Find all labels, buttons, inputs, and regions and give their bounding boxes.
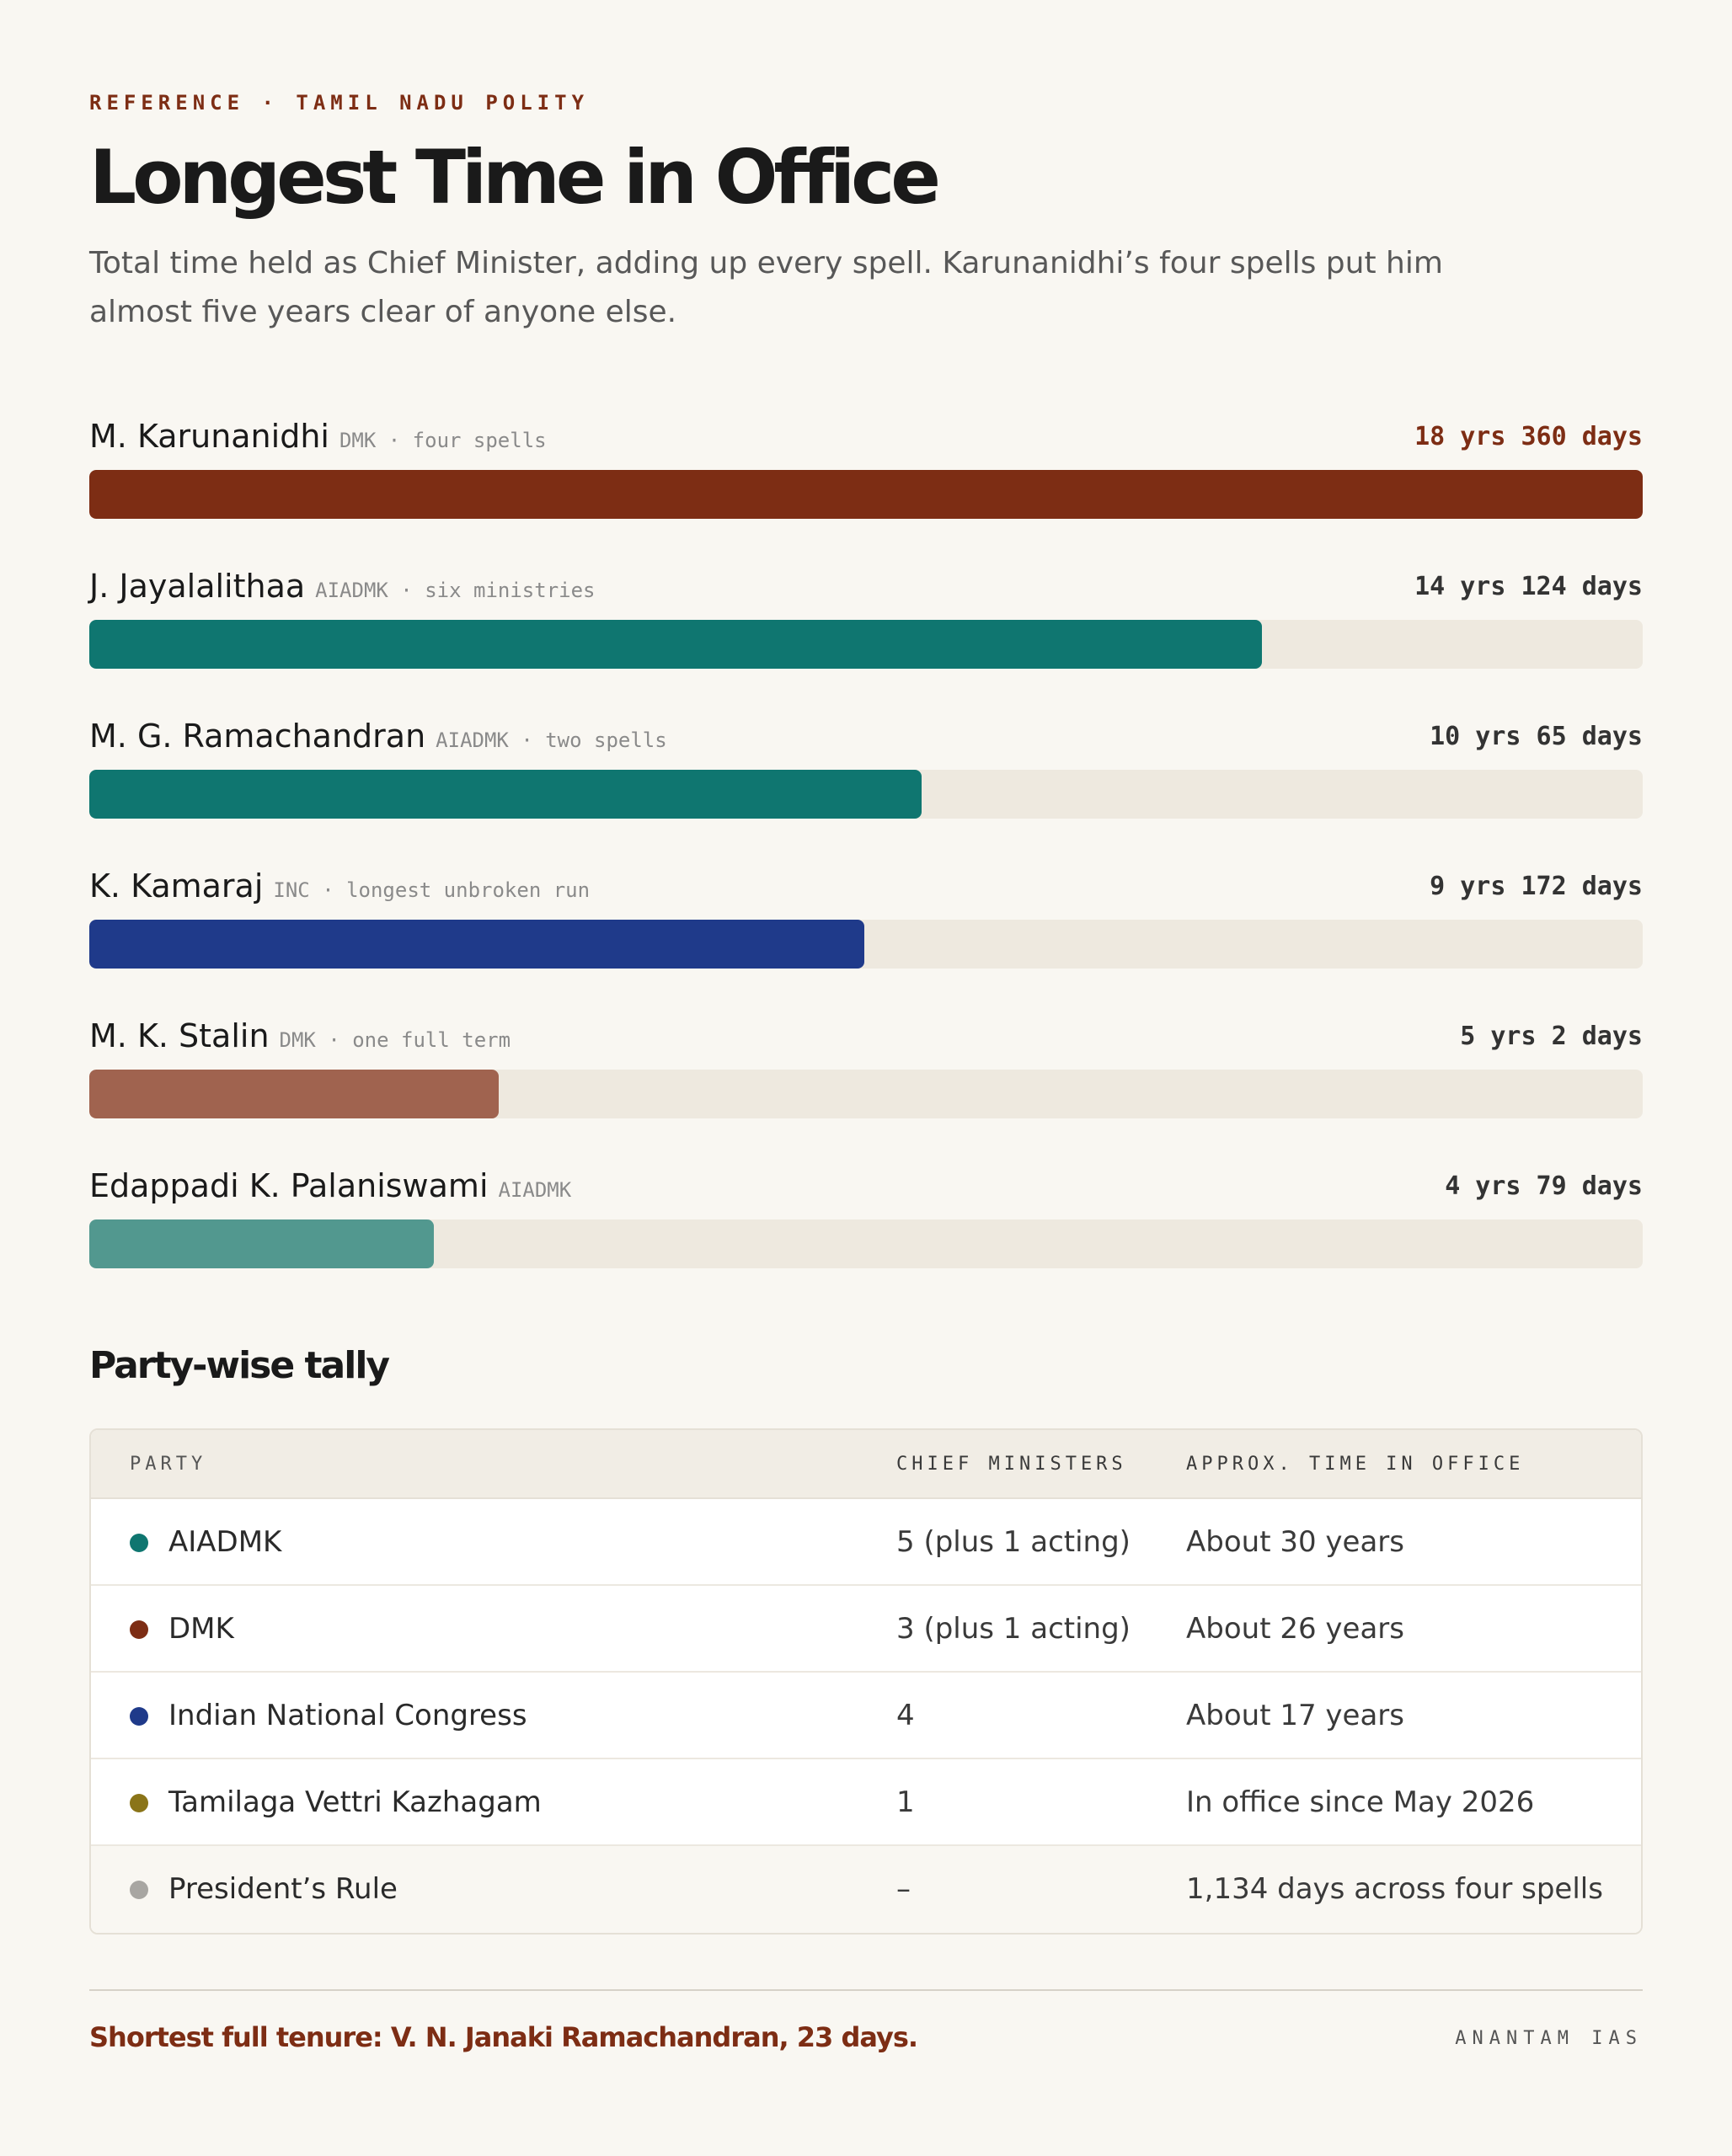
bar-name: M. G. Ramachandran: [89, 718, 426, 755]
bar-row: Edappadi K. Palaniswami AIADMK 4 yrs 79 da…: [89, 1154, 1643, 1272]
bar-name: J. Jayalalithaa: [89, 568, 306, 605]
table-row: DMK 3 (plus 1 acting) About 26 years: [91, 1586, 1641, 1673]
table-row: AIADMK 5 (plus 1 acting) About 30 years: [91, 1499, 1641, 1586]
party-name: DMK: [168, 1612, 234, 1646]
bar-name: M. K. Stalin: [89, 1017, 270, 1054]
footer-divider: [89, 1989, 1643, 1991]
table-row: Tamilaga Vettri Kazhagam 1 In office since…: [91, 1759, 1641, 1846]
bar-value-label: 5 yrs 2 days: [1460, 1022, 1643, 1051]
tally-title: Party-wise tally: [89, 1344, 390, 1387]
column-header-party: PARTY: [130, 1454, 207, 1475]
bar-row: M. G. Ramachandran AIADMK · two spells 10 …: [89, 704, 1643, 822]
bar-value-label: 4 yrs 79 days: [1445, 1171, 1643, 1201]
column-header-time-in-office: APPROX. TIME IN OFFICE: [1186, 1454, 1525, 1475]
party-name: President’s Rule: [168, 1872, 398, 1906]
time-in-office: About 30 years: [1186, 1525, 1404, 1559]
time-in-office: In office since May 2026: [1186, 1785, 1535, 1819]
bar-name: K. Kamaraj: [89, 867, 264, 905]
bar-value-label: 18 yrs 360 days: [1414, 422, 1643, 451]
chief-ministers-count: 1: [896, 1785, 915, 1819]
chief-ministers-count: 5 (plus 1 acting): [896, 1525, 1131, 1559]
time-in-office: About 26 years: [1186, 1612, 1404, 1646]
party-color-dot-icon: [130, 1794, 148, 1812]
bar-value-label: 9 yrs 172 days: [1430, 872, 1643, 901]
bar: [89, 470, 1643, 519]
bar-header: M. K. Stalin DMK · one full term 5 yrs 2 d…: [89, 1004, 1643, 1054]
bar-header: Edappadi K. Palaniswami AIADMK 4 yrs 79 da…: [89, 1154, 1643, 1204]
bar-meta: INC · longest unbroken run: [273, 878, 591, 902]
bar-meta: DMK · one full term: [279, 1028, 511, 1052]
bar-name: Edappadi K. Palaniswami: [89, 1167, 489, 1204]
brand-label: ANANTAM IAS: [1455, 2028, 1643, 2049]
bar-value-label: 10 yrs 65 days: [1430, 722, 1643, 751]
time-in-office: 1,134 days across four spells: [1186, 1872, 1603, 1906]
bar-track: [89, 470, 1643, 519]
party-color-dot-icon: [130, 1881, 148, 1899]
bar-header: K. Kamaraj INC · longest unbroken run 9 yr…: [89, 854, 1643, 905]
chief-ministers-count: –: [896, 1872, 911, 1906]
party-color-dot-icon: [130, 1620, 148, 1639]
bar-track: [89, 920, 1643, 969]
bar: [89, 920, 864, 969]
chief-ministers-count: 3 (plus 1 acting): [896, 1612, 1131, 1646]
bar-row: K. Kamaraj INC · longest unbroken run 9 yr…: [89, 854, 1643, 972]
eyebrow: REFERENCE · TAMIL NADU POLITY: [89, 91, 590, 115]
footnote: Shortest full tenure: V. N. Janaki Ramac…: [89, 2021, 918, 2053]
time-in-office: About 17 years: [1186, 1699, 1404, 1732]
bar-label: K. Kamaraj INC · longest unbroken run: [89, 867, 590, 905]
table-body: AIADMK 5 (plus 1 acting) About 30 years DMK…: [91, 1499, 1641, 1933]
column-header-chief-ministers: CHIEF MINISTERS: [896, 1454, 1127, 1475]
bar-meta: AIADMK · two spells: [436, 728, 667, 752]
bar: [89, 1070, 499, 1118]
chief-ministers-count: 4: [896, 1699, 915, 1732]
party-name: Tamilaga Vettri Kazhagam: [168, 1785, 542, 1819]
party-name: Indian National Congress: [168, 1699, 527, 1732]
bar-row: M. Karunanidhi DMK · four spells 18 yrs 36…: [89, 404, 1643, 522]
bar-header: J. Jayalalithaa AIADMK · six ministries 14…: [89, 554, 1643, 605]
bar: [89, 1219, 434, 1268]
bar-meta: AIADMK: [498, 1178, 572, 1202]
table-row: President’s Rule – 1,134 days across four …: [91, 1846, 1641, 1933]
table-row: Indian National Congress 4 About 17 years: [91, 1673, 1641, 1759]
party-color-dot-icon: [130, 1534, 148, 1552]
bar-track: [89, 1219, 1643, 1268]
party-color-dot-icon: [130, 1707, 148, 1726]
bar-header: M. G. Ramachandran AIADMK · two spells 10 …: [89, 704, 1643, 755]
bar-meta: DMK · four spells: [339, 429, 547, 452]
party-name: AIADMK: [168, 1525, 282, 1559]
bar-row: M. K. Stalin DMK · one full term 5 yrs 2 d…: [89, 1004, 1643, 1122]
bar-track: [89, 770, 1643, 819]
page-subtitle: Total time held as Chief Minister, addin…: [89, 246, 1443, 329]
bar-row: J. Jayalalithaa AIADMK · six ministries 14…: [89, 554, 1643, 672]
bar-label: M. K. Stalin DMK · one full term: [89, 1017, 511, 1054]
bar-track: [89, 620, 1643, 669]
bar-label: M. G. Ramachandran AIADMK · two spells: [89, 718, 667, 755]
bar-header: M. Karunanidhi DMK · four spells 18 yrs 36…: [89, 404, 1643, 455]
table-header: PARTY CHIEF MINISTERS APPROX. TIME IN OF…: [91, 1430, 1641, 1499]
page-title: Longest Time in Office: [89, 134, 941, 221]
bar-label: M. Karunanidhi DMK · four spells: [89, 418, 547, 455]
bar-label: Edappadi K. Palaniswami AIADMK: [89, 1167, 571, 1204]
bar-label: J. Jayalalithaa AIADMK · six ministries: [89, 568, 596, 605]
bar-meta: AIADMK · six ministries: [315, 579, 596, 602]
bar: [89, 770, 922, 819]
bar-value-label: 14 yrs 124 days: [1414, 572, 1643, 601]
party-tally-table: PARTY CHIEF MINISTERS APPROX. TIME IN OF…: [89, 1428, 1643, 1935]
bar-track: [89, 1070, 1643, 1118]
bar: [89, 620, 1262, 669]
bar-name: M. Karunanidhi: [89, 418, 329, 455]
